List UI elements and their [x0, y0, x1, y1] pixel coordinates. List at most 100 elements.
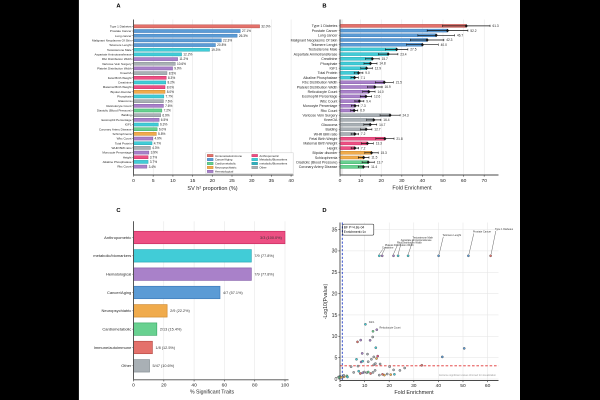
- svg-text:Aspartate Aminotransferase: Aspartate Aminotransferase: [294, 52, 338, 56]
- svg-text:40: 40: [191, 382, 197, 388]
- svg-text:Maternal Birth Weight: Maternal Birth Weight: [103, 85, 132, 89]
- svg-text:5/47 (10.6%): 5/47 (10.6%): [153, 364, 175, 368]
- svg-text:60: 60: [222, 382, 228, 388]
- svg-text:Prostate Cancer: Prostate Cancer: [312, 29, 338, 33]
- svg-text:5: 5: [335, 355, 338, 361]
- svg-text:3/3 (100.0%): 3/3 (100.0%): [260, 236, 282, 240]
- svg-text:Varicose Vein Surgery: Varicose Vein Surgery: [102, 62, 132, 66]
- svg-text:Reticulocyte Count: Reticulocyte Count: [380, 327, 401, 330]
- svg-text:Eosinophil Percentage: Eosinophil Percentage: [302, 95, 338, 99]
- svg-text:15.3: 15.3: [381, 151, 387, 155]
- svg-text:Prostate Cancer: Prostate Cancer: [110, 29, 132, 33]
- svg-text:Fold Enrichment: Fold Enrichment: [392, 186, 432, 192]
- svg-text:Bipolar disorder: Bipolar disorder: [313, 151, 339, 155]
- svg-text:metabolic/Biomarkers: metabolic/Biomarkers: [259, 162, 287, 166]
- svg-text:WHR BMI ratio: WHR BMI ratio: [111, 146, 131, 150]
- svg-text:Diastolic (Blood Pressure): Diastolic (Blood Pressure): [97, 109, 132, 113]
- svg-text:IGF1: IGF1: [125, 123, 132, 127]
- svg-text:40: 40: [288, 178, 294, 184]
- svg-text:metabolic/biomarkers: metabolic/biomarkers: [93, 253, 131, 258]
- svg-text:Reticulocyte Count: Reticulocyte Count: [308, 90, 338, 94]
- svg-text:Maternal Birth Weight: Maternal Birth Weight: [303, 142, 337, 146]
- svg-text:12.7: 12.7: [374, 127, 380, 131]
- svg-text:14.0: 14.0: [377, 90, 383, 94]
- svg-text:IGF1: IGF1: [369, 321, 375, 324]
- svg-text:27.1%: 27.1%: [242, 29, 251, 33]
- svg-text:6.5%: 6.5%: [161, 118, 168, 122]
- svg-text:Cancer/Aging: Cancer/Aging: [215, 158, 233, 162]
- svg-text:50: 50: [460, 383, 466, 389]
- svg-text:Varicose Vein Surgery: Varicose Vein Surgery: [303, 113, 338, 117]
- svg-text:Immune/autoimmune: Immune/autoimmune: [215, 154, 243, 158]
- svg-text:7.6%: 7.6%: [165, 104, 172, 108]
- svg-text:46.7: 46.7: [457, 33, 463, 37]
- svg-text:0: 0: [335, 377, 338, 383]
- svg-text:61.3: 61.3: [492, 24, 498, 28]
- svg-text:Platelet Distribution Width: Platelet Distribution Width: [297, 85, 338, 89]
- svg-text:Hematological: Hematological: [215, 170, 234, 174]
- svg-text:Height: Height: [123, 155, 132, 159]
- svg-text:70: 70: [481, 178, 487, 184]
- svg-text:4.3%: 4.3%: [152, 146, 159, 150]
- svg-text:3.4%: 3.4%: [149, 165, 156, 169]
- svg-text:Glaucoma: Glaucoma: [321, 123, 337, 127]
- svg-text:Bipolar disorder: Bipolar disorder: [110, 90, 131, 94]
- svg-text:Fetal Birth Weight: Fetal Birth Weight: [309, 137, 337, 141]
- svg-text:Monocyte Percentage: Monocyte Percentage: [102, 151, 132, 155]
- svg-text:% Significant Traits: % Significant Traits: [190, 390, 235, 396]
- svg-text:A: A: [116, 3, 121, 9]
- svg-text:Malignant Neoplasms Of Skin: Malignant Neoplasms Of Skin: [92, 38, 132, 42]
- svg-text:23.4: 23.4: [400, 52, 406, 56]
- svg-text:27.5: 27.5: [410, 48, 416, 52]
- svg-text:Aspartate Aminotransferase: Aspartate Aminotransferase: [401, 239, 432, 242]
- svg-text:Creatinine: Creatinine: [321, 57, 337, 61]
- svg-text:Balding: Balding: [121, 113, 131, 117]
- svg-text:7.7%: 7.7%: [166, 95, 173, 99]
- svg-text:14.8: 14.8: [379, 62, 385, 66]
- svg-text:52.2: 52.2: [470, 29, 476, 33]
- svg-text:Wbc Count: Wbc Count: [320, 99, 338, 103]
- svg-text:Testosterone Male: Testosterone Male: [107, 48, 132, 52]
- svg-text:Type 1 Diabetes: Type 1 Diabetes: [495, 228, 514, 231]
- svg-text:Extreme significant values tri: Extreme significant values trimmed for v…: [439, 374, 496, 377]
- svg-text:Type 1 Diabetes: Type 1 Diabetes: [312, 24, 338, 28]
- svg-text:Fold Enrichment: Fold Enrichment: [394, 390, 434, 396]
- svg-text:Schizophrenia: Schizophrenia: [112, 132, 131, 136]
- svg-text:7.6%: 7.6%: [165, 99, 172, 103]
- svg-text:20: 20: [210, 178, 216, 184]
- svg-text:Malignant Neoplasms Of Skin: Malignant Neoplasms Of Skin: [291, 38, 338, 42]
- svg-text:21.5: 21.5: [396, 80, 402, 84]
- svg-text:BF P=4.8e-04: BF P=4.8e-04: [344, 226, 365, 230]
- svg-text:8.3%: 8.3%: [168, 76, 175, 80]
- svg-text:40: 40: [436, 383, 442, 389]
- svg-text:Eosinophil Percentage: Eosinophil Percentage: [101, 118, 131, 122]
- svg-text:B: B: [322, 3, 326, 9]
- svg-text:Telomere Lenght: Telomere Lenght: [109, 43, 132, 47]
- svg-text:11.2%: 11.2%: [179, 57, 188, 61]
- svg-text:14.7: 14.7: [379, 123, 385, 127]
- svg-text:Lung cancer: Lung cancer: [318, 34, 338, 38]
- svg-text:Total Protein: Total Protein: [318, 71, 338, 75]
- svg-text:12.2%: 12.2%: [183, 53, 192, 57]
- svg-text:Reticulocyte Count: Reticulocyte Count: [106, 104, 131, 108]
- svg-text:Fetal Birth Weight: Fetal Birth Weight: [108, 76, 132, 80]
- svg-text:20: 20: [378, 178, 384, 184]
- svg-text:Rbc Distribution Width: Rbc Distribution Width: [397, 241, 422, 244]
- svg-text:6.0%: 6.0%: [159, 127, 166, 131]
- svg-text:42.3: 42.3: [446, 38, 452, 42]
- svg-text:7.2: 7.2: [361, 146, 366, 150]
- svg-text:Phosphate: Phosphate: [320, 62, 337, 66]
- svg-text:Anthropometric: Anthropometric: [259, 154, 279, 158]
- svg-text:0: 0: [339, 383, 342, 389]
- svg-text:12.6: 12.6: [374, 95, 380, 99]
- svg-text:7/9 (77.8%): 7/9 (77.8%): [254, 254, 274, 258]
- svg-text:2/13 (15.4%): 2/13 (15.4%): [160, 327, 182, 331]
- svg-text:10: 10: [362, 383, 368, 389]
- svg-text:8.0%: 8.0%: [167, 90, 174, 94]
- svg-text:Alkaline Phosphatase: Alkaline Phosphatase: [103, 160, 132, 164]
- svg-text:Cardiometabolic: Cardiometabolic: [102, 327, 131, 332]
- svg-text:Platelet Distribution Width: Platelet Distribution Width: [385, 244, 414, 247]
- svg-text:Creatinine: Creatinine: [118, 81, 132, 85]
- svg-text:0: 0: [339, 178, 342, 184]
- svg-text:6.3%: 6.3%: [160, 123, 167, 127]
